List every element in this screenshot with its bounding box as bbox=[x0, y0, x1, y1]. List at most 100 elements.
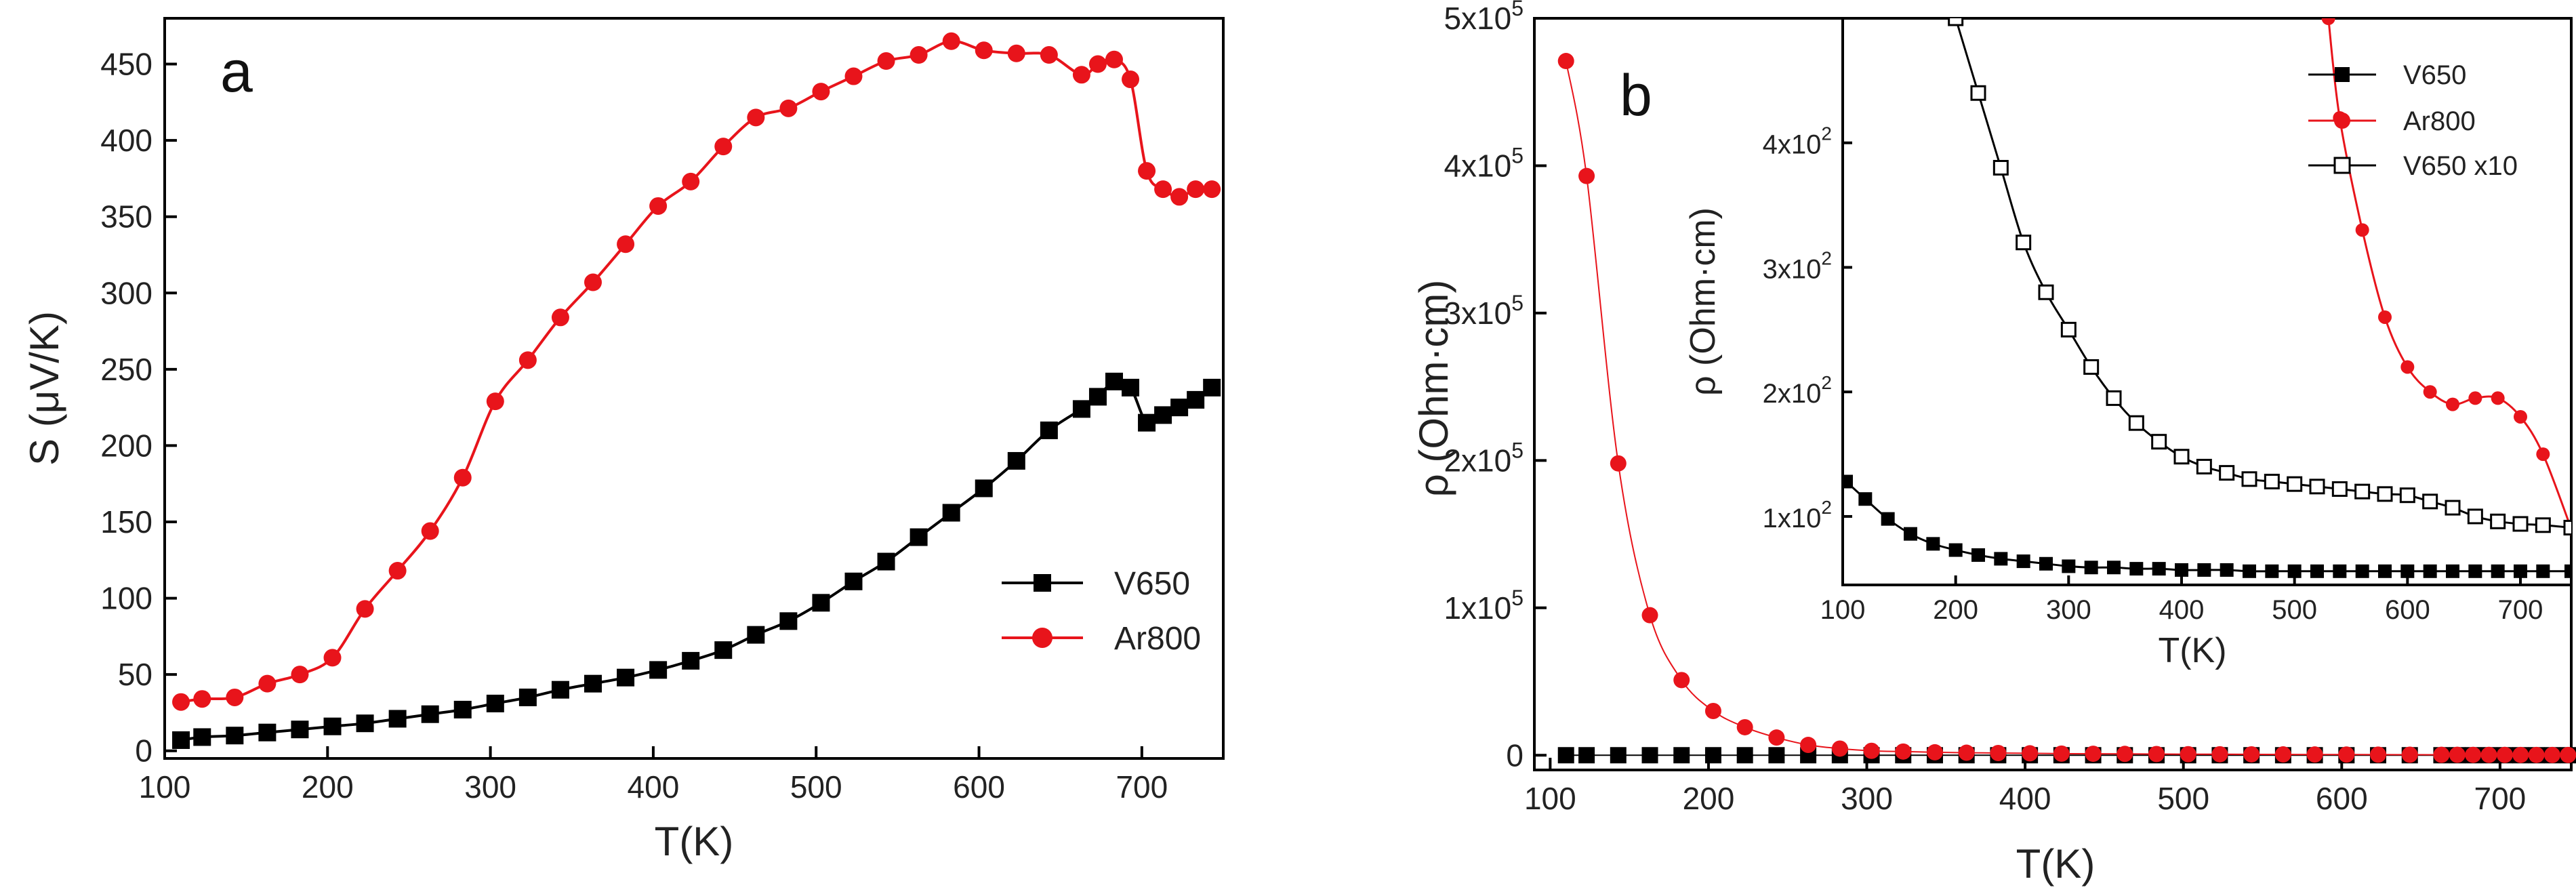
data-point bbox=[779, 612, 798, 630]
data-point bbox=[1154, 406, 1172, 424]
data-point bbox=[2152, 562, 2166, 576]
inset-x-tick-label: 200 bbox=[1933, 595, 1978, 625]
data-point bbox=[2060, 321, 2077, 338]
data-point bbox=[1138, 162, 1156, 180]
data-point bbox=[226, 727, 244, 745]
a-y-tick-label: 0 bbox=[135, 733, 152, 769]
data-point bbox=[2433, 746, 2450, 763]
data-point bbox=[942, 32, 960, 50]
data-point bbox=[1578, 747, 1595, 764]
data-point bbox=[2536, 564, 2550, 578]
a-x-tick-label: 400 bbox=[628, 769, 680, 805]
data-point bbox=[1007, 451, 1025, 470]
data-point bbox=[584, 273, 602, 291]
inset-x-tick-label: 400 bbox=[2159, 595, 2205, 625]
data-point bbox=[2148, 746, 2165, 763]
data-point bbox=[2564, 564, 2571, 578]
data-point bbox=[1736, 718, 1753, 735]
data-point bbox=[2151, 434, 2167, 450]
a-x-tick-label: 200 bbox=[302, 769, 354, 805]
data-point bbox=[2370, 746, 2387, 763]
data-point bbox=[1203, 378, 1221, 397]
series-ar800 bbox=[1557, 53, 2576, 763]
a-x-tick-label: 100 bbox=[139, 769, 191, 805]
b-y-tick-label: 0 bbox=[1506, 737, 1524, 773]
data-point bbox=[2449, 746, 2466, 763]
data-point bbox=[1958, 744, 1975, 761]
data-point bbox=[2401, 746, 2418, 763]
data-point bbox=[1673, 672, 1690, 689]
data-point bbox=[2175, 563, 2188, 577]
data-point bbox=[2355, 223, 2369, 237]
data-point bbox=[2490, 513, 2506, 529]
panel-a-legend: V650 Ar800 bbox=[1002, 566, 1201, 657]
data-point bbox=[2264, 473, 2280, 489]
data-point bbox=[1831, 740, 1848, 757]
data-point bbox=[2512, 746, 2529, 763]
data-point bbox=[2180, 746, 2196, 763]
data-point bbox=[1904, 527, 1917, 541]
data-point bbox=[2480, 746, 2497, 763]
data-point bbox=[2496, 746, 2513, 763]
legend-v650-marker bbox=[1034, 574, 1051, 592]
inset-legend-ar800-marker bbox=[2334, 113, 2350, 129]
inset-plot-frame bbox=[1841, 17, 2573, 586]
inset-y-tick-label: 2x102 bbox=[1763, 372, 1832, 409]
data-point bbox=[1858, 492, 1873, 506]
data-point bbox=[258, 674, 277, 693]
data-point bbox=[388, 710, 407, 728]
data-point bbox=[421, 705, 439, 723]
data-point bbox=[1122, 378, 1140, 397]
data-point bbox=[1800, 737, 1817, 754]
data-point bbox=[1926, 744, 1943, 760]
data-point bbox=[2274, 746, 2291, 763]
panel-a: 100 200 300 400 500 600 700 0 50 100 150 200 250 300… bbox=[22, 17, 1225, 864]
data-point bbox=[356, 600, 374, 618]
data-point bbox=[779, 99, 798, 117]
data-point bbox=[2107, 561, 2121, 575]
data-point bbox=[2563, 519, 2571, 535]
data-point bbox=[2053, 745, 2070, 762]
data-point bbox=[682, 651, 700, 670]
data-point bbox=[1557, 53, 1574, 70]
inset-y-tick-label: 4x102 bbox=[1763, 123, 1832, 160]
data-point bbox=[2211, 746, 2228, 763]
data-point bbox=[1088, 388, 1107, 406]
a-y-tick-label: 200 bbox=[100, 428, 152, 463]
inset-legend-v650x10-marker bbox=[2333, 157, 2351, 174]
a-x-tick-label: 700 bbox=[1116, 769, 1168, 805]
data-point bbox=[2338, 746, 2355, 763]
data-point bbox=[2512, 516, 2529, 532]
data-point bbox=[2331, 481, 2348, 497]
series-v650-x10 bbox=[1948, 18, 2571, 535]
series-ar800 bbox=[172, 32, 1221, 711]
data-point bbox=[942, 504, 960, 522]
data-point bbox=[1641, 747, 1658, 764]
inset-series-clip bbox=[1843, 18, 2571, 578]
data-point bbox=[518, 688, 537, 706]
data-point bbox=[1040, 421, 1058, 439]
data-point bbox=[2309, 479, 2325, 495]
panel-a-x-axis-title: T(K) bbox=[655, 819, 734, 864]
b-y-tick-label: 5x105 bbox=[1444, 0, 1524, 36]
panel-b-inset: 100 200 300 400 500 600 700 1x102 2x102 3x102 4x1… bbox=[1683, 17, 2573, 670]
panel-a-y-ticks: 0 50 100 150 200 250 300 350 400 450 bbox=[100, 47, 177, 769]
data-point bbox=[1641, 607, 1658, 624]
legend-ar800-marker bbox=[1032, 628, 1052, 648]
data-point bbox=[2084, 561, 2098, 575]
inset-x-tick-label: 500 bbox=[2272, 595, 2317, 625]
data-point bbox=[1673, 747, 1690, 764]
b-y-tick-label: 1x105 bbox=[1444, 586, 1524, 626]
data-point bbox=[682, 172, 700, 190]
inset-x-tick-label: 600 bbox=[2385, 595, 2430, 625]
data-point bbox=[2377, 486, 2393, 502]
data-point bbox=[1926, 537, 1940, 551]
a-y-tick-label: 100 bbox=[100, 581, 152, 616]
data-point bbox=[1170, 399, 1189, 417]
b-x-tick-label: 400 bbox=[1999, 781, 2051, 816]
data-point bbox=[1971, 548, 1985, 562]
data-point bbox=[1557, 747, 1574, 764]
panel-a-x-ticks: 100 200 300 400 500 600 700 bbox=[139, 746, 1168, 805]
data-point bbox=[2083, 359, 2100, 375]
data-point bbox=[1704, 703, 1721, 720]
